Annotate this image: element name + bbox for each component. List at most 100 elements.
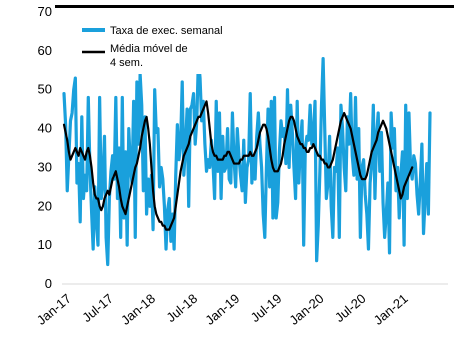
weekly-rate-point xyxy=(153,88,156,91)
moving-average-point xyxy=(63,123,65,126)
weekly-rate-point xyxy=(254,178,256,180)
moving-average-point xyxy=(330,162,333,165)
moving-average-point xyxy=(359,174,362,176)
moving-average-point xyxy=(100,209,103,211)
weekly-rate-point xyxy=(215,100,218,103)
weekly-rate-point xyxy=(356,178,358,180)
y-tick-label: 60 xyxy=(38,43,52,58)
weekly-rate-point xyxy=(116,197,119,200)
weekly-rate-point xyxy=(160,166,162,169)
moving-average-point xyxy=(366,174,368,176)
moving-average-point xyxy=(285,135,287,138)
moving-average-point xyxy=(236,162,239,165)
weekly-rate-point xyxy=(220,197,222,200)
weekly-rate-point xyxy=(194,143,196,145)
weekly-rate-point xyxy=(413,154,415,157)
moving-average-point xyxy=(255,147,258,149)
moving-average-point xyxy=(119,197,122,200)
moving-average-point xyxy=(260,127,263,130)
weekly-rate-point xyxy=(315,259,318,262)
weekly-rate-point xyxy=(129,166,132,169)
moving-average-point xyxy=(267,135,269,138)
weekly-rate-point xyxy=(429,112,431,114)
moving-average-point xyxy=(178,182,180,184)
moving-average-point xyxy=(411,166,413,169)
weekly-rate-point xyxy=(422,232,425,235)
weekly-rate-point xyxy=(255,135,258,138)
moving-average-point xyxy=(319,154,321,157)
moving-average-point xyxy=(153,205,156,208)
weekly-rate-point xyxy=(228,178,230,180)
weekly-rate-point xyxy=(168,197,171,200)
weekly-rate-point xyxy=(136,81,138,83)
moving-average-point xyxy=(298,139,300,142)
weekly-rate-point xyxy=(398,217,401,219)
moving-average-point xyxy=(168,228,171,231)
moving-average-point xyxy=(301,143,303,145)
weekly-rate-point xyxy=(79,221,81,223)
weekly-rate-point xyxy=(328,135,331,138)
moving-average-point xyxy=(226,151,229,153)
weekly-rate-point xyxy=(387,182,389,184)
moving-average-point xyxy=(382,120,384,122)
weekly-rate-point xyxy=(391,147,394,149)
x-tick-label: Jul-18 xyxy=(163,291,200,325)
moving-average-points xyxy=(63,100,413,231)
moving-average-point xyxy=(315,151,318,153)
weekly-rate-point xyxy=(351,154,354,157)
weekly-rate-point xyxy=(275,217,277,219)
moving-average-point xyxy=(147,127,150,130)
weekly-rate-point xyxy=(301,120,303,122)
moving-average-point xyxy=(247,154,250,157)
weekly-rate-point xyxy=(236,127,239,130)
x-tick-label: Jan-18 xyxy=(118,291,158,328)
weekly-rate-point xyxy=(247,158,250,161)
moving-average-point xyxy=(354,151,357,153)
weekly-rate-point xyxy=(183,174,185,176)
moving-average-point xyxy=(105,193,107,196)
moving-average-point xyxy=(309,147,311,149)
weekly-rate-point xyxy=(388,252,391,254)
moving-average-point xyxy=(375,139,378,142)
moving-average-point xyxy=(400,197,402,200)
x-tick-label: Jan-21 xyxy=(371,291,411,328)
weekly-rate-point xyxy=(272,217,274,219)
moving-average-point xyxy=(348,123,350,126)
moving-average-point xyxy=(262,123,264,126)
moving-average-point xyxy=(207,112,209,114)
moving-average-point xyxy=(173,217,175,219)
moving-average-point xyxy=(254,151,256,153)
moving-average-point xyxy=(71,154,73,157)
moving-average-point xyxy=(196,120,198,122)
moving-average-point xyxy=(69,158,72,161)
moving-average-point xyxy=(115,170,117,173)
weekly-rate-point xyxy=(63,92,65,95)
weekly-rate-point xyxy=(218,112,221,114)
moving-average-point xyxy=(320,158,323,161)
weekly-rate-point xyxy=(370,162,373,165)
weekly-rate-point xyxy=(323,127,326,130)
weekly-rate-point xyxy=(127,127,130,130)
moving-average-point xyxy=(341,116,344,118)
moving-average-point xyxy=(364,178,367,180)
moving-average-point xyxy=(325,162,328,165)
moving-average-point xyxy=(346,120,349,122)
moving-average-point xyxy=(278,166,281,169)
weekly-rate-point xyxy=(226,127,229,130)
weekly-rate-point xyxy=(213,197,216,200)
moving-average-point xyxy=(136,162,138,165)
weekly-rate-points xyxy=(63,57,431,266)
weekly-rate-point xyxy=(179,143,182,145)
weekly-rate-point xyxy=(317,224,320,227)
weekly-rate-point xyxy=(403,244,405,246)
moving-average-point xyxy=(184,151,187,153)
moving-average-point xyxy=(87,147,90,149)
moving-average-point xyxy=(291,116,294,118)
weekly-rate-point xyxy=(319,170,321,173)
weekly-rate-point xyxy=(246,166,248,169)
weekly-rate-point xyxy=(401,151,404,153)
moving-average-point xyxy=(92,182,94,184)
weekly-rate-point xyxy=(132,100,135,103)
weekly-rate-point xyxy=(81,116,83,118)
moving-average-point xyxy=(158,221,161,223)
